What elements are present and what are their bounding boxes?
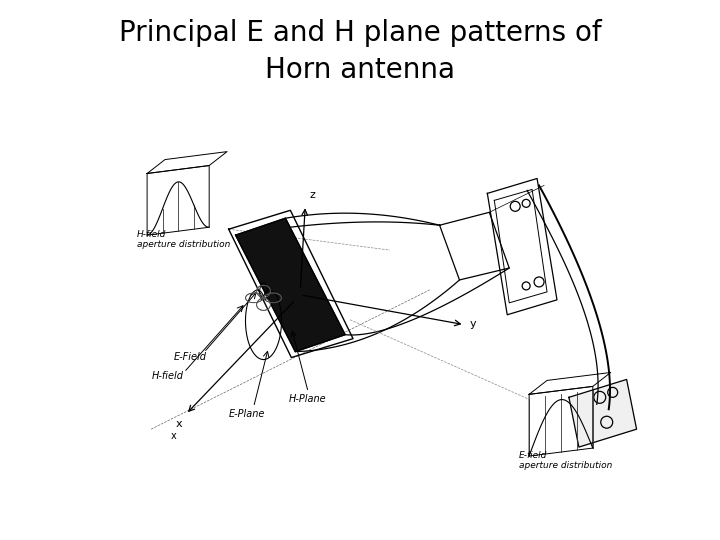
Text: Horn antenna: Horn antenna — [265, 56, 455, 84]
Text: E-Plane: E-Plane — [229, 409, 265, 419]
Text: y: y — [469, 319, 476, 329]
Text: H-field: H-field — [152, 372, 184, 381]
Text: x: x — [176, 419, 183, 429]
Polygon shape — [235, 218, 345, 352]
Text: Principal E and H plane patterns of: Principal E and H plane patterns of — [119, 19, 601, 48]
Text: H-field
aperture distribution: H-field aperture distribution — [137, 230, 230, 249]
Polygon shape — [569, 380, 636, 447]
Text: x: x — [171, 431, 176, 441]
Text: E-field
aperture distribution: E-field aperture distribution — [519, 450, 613, 470]
Text: H-Plane: H-Plane — [289, 394, 326, 404]
Text: z: z — [310, 191, 315, 200]
Text: E-Field: E-Field — [174, 352, 207, 362]
